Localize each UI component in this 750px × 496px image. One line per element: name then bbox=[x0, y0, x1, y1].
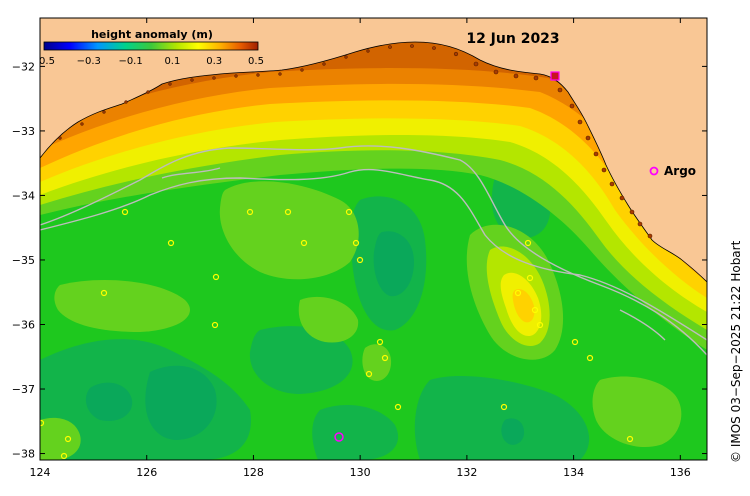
legend-tick-label: −0.1 bbox=[118, 56, 142, 67]
x-tick-label: 130 bbox=[350, 466, 371, 479]
coastal-altimetry-points bbox=[58, 44, 653, 239]
argo-float-highlight bbox=[550, 71, 560, 81]
legend-tick-label: 0.5 bbox=[248, 56, 264, 67]
y-tick-label: −37 bbox=[12, 383, 35, 396]
x-tick-label: 136 bbox=[670, 466, 691, 479]
legend-tick-label: 0.5 bbox=[39, 56, 55, 67]
legend-tick-label: −0.3 bbox=[77, 56, 101, 67]
argo-key-icon bbox=[649, 166, 659, 176]
anomaly-patch-low bbox=[414, 375, 590, 460]
argo-float-highlight bbox=[334, 432, 344, 442]
x-tick-label: 124 bbox=[30, 466, 51, 479]
x-tick-label: 126 bbox=[136, 466, 157, 479]
y-tick-label: −33 bbox=[12, 125, 35, 138]
anomaly-patch-mid bbox=[40, 417, 81, 460]
y-tick-label: −36 bbox=[12, 318, 35, 331]
x-tick-label: 128 bbox=[243, 466, 264, 479]
plot-frame bbox=[39, 17, 708, 461]
anomaly-patch-mid bbox=[592, 376, 682, 448]
y-tick-label: −35 bbox=[12, 254, 35, 267]
anomaly-patch-mid bbox=[54, 280, 190, 332]
altimetry-tracks bbox=[40, 145, 707, 356]
anomaly-patch-low bbox=[373, 231, 414, 297]
y-axis: −32 −33 −34 −35 −36 −37 −38 bbox=[12, 60, 707, 461]
argo-key-label: Argo bbox=[664, 164, 696, 178]
x-tick-label: 132 bbox=[456, 466, 477, 479]
anomaly-patch-low bbox=[249, 326, 353, 394]
anomaly-patch-mid bbox=[219, 181, 359, 280]
legend: height anomaly (m) 0.5 −0.3 −0.1 0.1 0.3 0.5 bbox=[39, 28, 264, 67]
anomaly-patch-low bbox=[501, 418, 525, 445]
anomaly-field bbox=[40, 18, 707, 460]
eddy-center bbox=[512, 288, 535, 323]
anomaly-patch-low bbox=[312, 405, 399, 460]
y-tick-label: −34 bbox=[12, 189, 35, 202]
x-tick-label: 134 bbox=[563, 466, 584, 479]
credit-block: © IMOS 03−Sep−2025 21:22 Hobart bbox=[726, 208, 746, 468]
x-axis: 124 126 128 130 132 134 136 bbox=[30, 18, 691, 479]
legend-ticks: 0.5 −0.3 −0.1 0.1 0.3 0.5 bbox=[39, 56, 264, 67]
legend-tick-label: 0.3 bbox=[206, 56, 222, 67]
anomaly-patch-mid bbox=[298, 296, 359, 343]
legend-colorbar bbox=[43, 41, 259, 51]
y-tick-label: −38 bbox=[12, 448, 35, 461]
credit-text: © IMOS 03−Sep−2025 21:22 Hobart bbox=[729, 240, 743, 463]
legend-tick-label: 0.1 bbox=[164, 56, 180, 67]
y-tick-label: −32 bbox=[12, 60, 35, 73]
date-label: 12 Jun 2023 bbox=[466, 31, 559, 47]
anomaly-patch-low bbox=[85, 382, 133, 421]
argo-floats bbox=[40, 208, 634, 460]
anomaly-patch-low bbox=[145, 365, 217, 440]
legend-title: height anomaly (m) bbox=[91, 28, 213, 41]
